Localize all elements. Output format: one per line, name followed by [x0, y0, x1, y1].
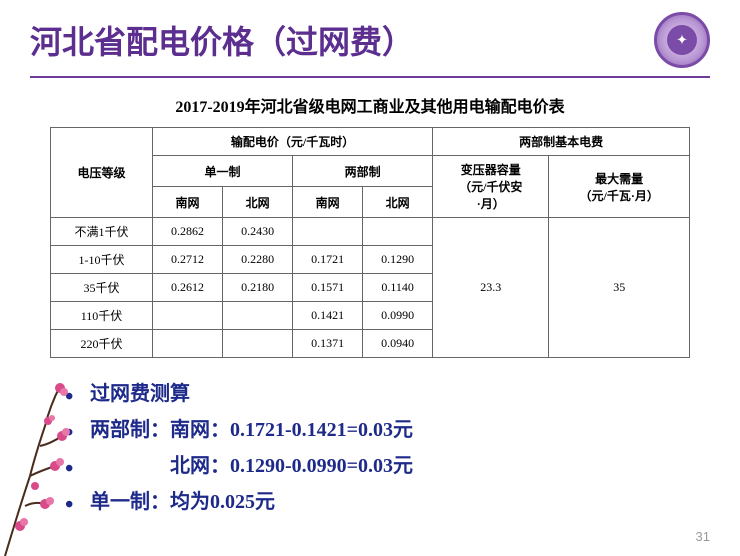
header: 河北省配电价格（过网费） — [0, 0, 740, 76]
th-maxdemand: 最大需量 （元/千瓦·月） — [549, 156, 690, 218]
cell: 0.0940 — [363, 330, 433, 358]
cell: 0.1721 — [293, 246, 363, 274]
bullet-list: 过网费测算 两部制：南网：0.1721-0.1421=0.03元 北网：0.12… — [0, 376, 740, 520]
bullet-item: 单一制：均为0.025元 — [90, 484, 740, 520]
university-logo — [654, 12, 710, 68]
th-single-south: 南网 — [153, 187, 223, 218]
cell — [153, 330, 223, 358]
th-single-north: 北网 — [223, 187, 293, 218]
cell: 0.1421 — [293, 302, 363, 330]
cell: 0.2180 — [223, 274, 293, 302]
cell: 0.2712 — [153, 246, 223, 274]
cell — [293, 218, 363, 246]
cell — [223, 330, 293, 358]
price-table-container: 电压等级 输配电价（元/千瓦时） 两部制基本电费 单一制 两部制 变压器容量 （… — [0, 127, 740, 358]
table-row: 不满1千伏 0.2862 0.2430 23.3 35 — [51, 218, 690, 246]
cell-level: 110千伏 — [51, 302, 153, 330]
bullet-item: 过网费测算 — [90, 376, 740, 412]
page-number: 31 — [696, 529, 710, 544]
cell — [363, 218, 433, 246]
page-title: 河北省配电价格（过网费） — [30, 17, 414, 63]
cell: 0.1140 — [363, 274, 433, 302]
cell-level: 不满1千伏 — [51, 218, 153, 246]
cell: 0.2280 — [223, 246, 293, 274]
cell-level: 1-10千伏 — [51, 246, 153, 274]
logo-inner-icon — [667, 25, 697, 55]
cell-maxdemand: 35 — [549, 218, 690, 358]
bullet-item: 北网：0.1290-0.0990=0.03元 — [90, 448, 740, 484]
th-single: 单一制 — [153, 156, 293, 187]
cell-level: 220千伏 — [51, 330, 153, 358]
th-dual-north: 北网 — [363, 187, 433, 218]
th-basic: 两部制基本电费 — [433, 128, 690, 156]
th-dual-south: 南网 — [293, 187, 363, 218]
cell: 0.0990 — [363, 302, 433, 330]
bullet-item: 两部制：南网：0.1721-0.1421=0.03元 — [90, 412, 740, 448]
title-divider — [30, 76, 710, 78]
th-dual: 两部制 — [293, 156, 433, 187]
cell-level: 35千伏 — [51, 274, 153, 302]
cell-transformer: 23.3 — [433, 218, 549, 358]
price-table: 电压等级 输配电价（元/千瓦时） 两部制基本电费 单一制 两部制 变压器容量 （… — [50, 127, 690, 358]
table-caption: 2017-2019年河北省级电网工商业及其他用电输配电价表 — [0, 93, 740, 117]
cell: 0.2612 — [153, 274, 223, 302]
cell — [153, 302, 223, 330]
cell: 0.2430 — [223, 218, 293, 246]
cell: 0.2862 — [153, 218, 223, 246]
cell — [223, 302, 293, 330]
th-tariff: 输配电价（元/千瓦时） — [153, 128, 433, 156]
th-voltage: 电压等级 — [51, 128, 153, 218]
cell: 0.1371 — [293, 330, 363, 358]
th-transformer: 变压器容量 （元/千伏安 ·月） — [433, 156, 549, 218]
cell: 0.1571 — [293, 274, 363, 302]
cell: 0.1290 — [363, 246, 433, 274]
